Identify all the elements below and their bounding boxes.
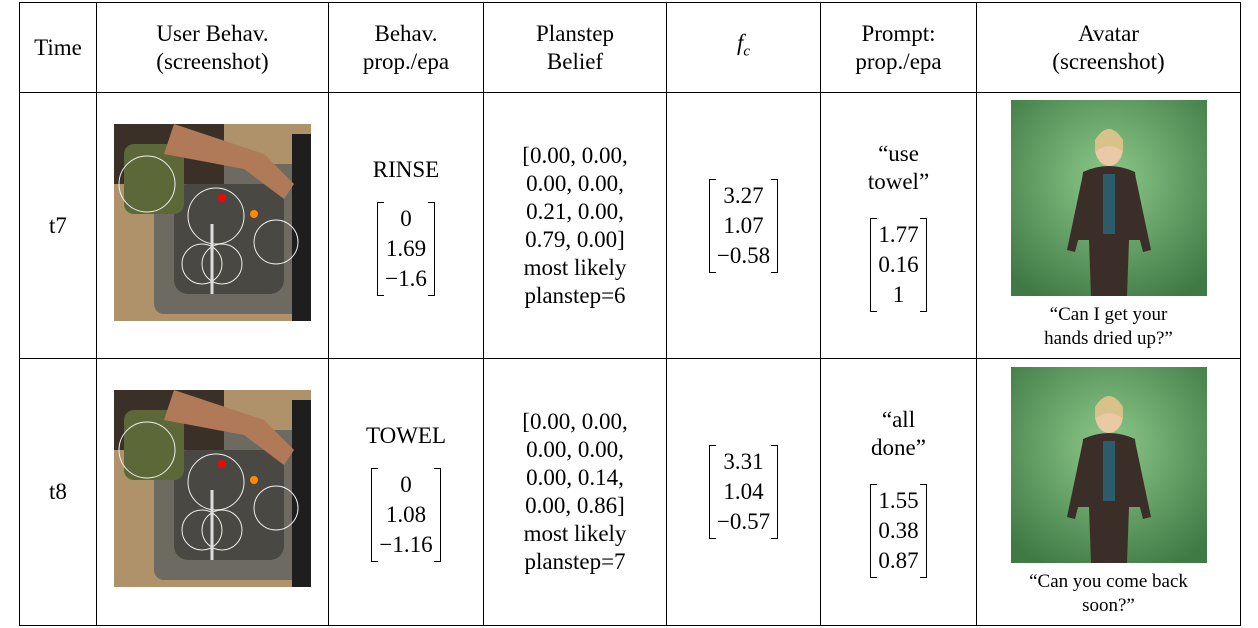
caption-line: hands dried up?”: [1044, 328, 1173, 349]
belief-text: 0.00, 0.86]: [525, 493, 625, 518]
header-subscript: c: [743, 43, 751, 60]
vector-entry: −1.16: [379, 532, 433, 557]
vector: 3.31 1.04 −0.57: [708, 445, 779, 539]
caption-line: “Can I get your: [1049, 304, 1168, 325]
table-cell: “all done” 1.55 0.38 0.87: [820, 358, 977, 626]
vector: 0 1.69 −1.6: [377, 201, 435, 296]
table-cell: t8: [19, 358, 97, 626]
prompt-text: “all done”: [821, 406, 976, 462]
vector-entry: 1: [892, 281, 905, 307]
header-text: Planstep: [536, 20, 614, 46]
header-cell: Planstep Belief: [483, 2, 667, 93]
header-text: Prompt:: [861, 20, 936, 46]
user-screenshot: [114, 390, 311, 587]
behavior-label: TOWEL: [365, 423, 447, 448]
vector-entry: 0.87: [878, 548, 919, 573]
table-row: t8 TOWEL 0 1.08 −1.16 [0.00, 0.00, 0.00, 0.00,…: [19, 358, 1241, 626]
header-text: prop./epa: [362, 48, 450, 74]
behavior-label: RINSE: [372, 156, 440, 182]
table-cell: 3.27 1.07 −0.58: [666, 92, 821, 359]
header-text: User Behav.: [156, 20, 269, 46]
vector-entry: −1.6: [385, 265, 427, 291]
vector-entry: −0.58: [716, 242, 771, 268]
table-cell: 3.31 1.04 −0.57: [666, 358, 821, 626]
header-text: Time: [34, 34, 82, 60]
belief-text: [0.00, 0.00,: [522, 409, 628, 434]
belief-text: 0.00, 0.00,: [526, 170, 624, 196]
avatar-screenshot: [1010, 366, 1207, 563]
vector-entry: 0.38: [878, 518, 919, 543]
prompt-line: done”: [871, 435, 926, 460]
results-table: Time User Behav. (screenshot) Behav. prop./e…: [19, 2, 1241, 626]
vector-entry: 1.55: [878, 488, 919, 513]
vector-entry: 1.04: [723, 479, 764, 504]
prompt-text: “use towel”: [821, 140, 976, 196]
vector: 1.77 0.16 1: [870, 217, 927, 312]
header-cell: User Behav. (screenshot): [96, 2, 329, 93]
table-cell: [96, 358, 329, 626]
caption-line: “Can you come back: [1029, 570, 1188, 592]
prompt-line: towel”: [867, 168, 930, 194]
table-cell: RINSE 0 1.69 −1.6: [328, 92, 484, 359]
table-cell: “Can I get your hands dried up?”: [976, 92, 1241, 359]
header-cell: Avatar (screenshot): [976, 2, 1241, 93]
vector-entry: 0.16: [878, 251, 919, 277]
time-label: t8: [49, 479, 67, 504]
header-symbol: f: [736, 30, 744, 56]
header-text: (screenshot): [156, 48, 269, 74]
header-row: Time User Behav. (screenshot) Behav. prop./e…: [19, 2, 1241, 93]
vector-entry: 0: [400, 205, 412, 231]
vector-entry: 3.27: [723, 182, 764, 208]
caption-line: soon?”: [1082, 594, 1135, 616]
vector-entry: 1.08: [385, 502, 427, 527]
header-text: Belief: [546, 48, 604, 74]
header-cell: Behav. prop./epa: [328, 2, 484, 93]
belief-text: planstep=7: [524, 549, 626, 574]
header-text: Behav.: [374, 20, 438, 46]
time-label: t7: [49, 212, 67, 238]
vector-entry: 1.69: [385, 235, 427, 261]
table-cell: TOWEL 0 1.08 −1.16: [328, 358, 484, 626]
belief-text: most likely: [523, 521, 627, 546]
table-cell: t7: [19, 92, 97, 359]
belief-text: [0.00, 0.00,: [522, 142, 628, 168]
table-cell: “use towel” 1.77 0.16 1: [820, 92, 977, 359]
prompt-line: “use: [878, 140, 919, 166]
table-cell: [0.00, 0.00, 0.00, 0.00, 0.21, 0.00, 0.79, …: [483, 92, 667, 359]
vector-entry: 3.31: [723, 449, 764, 474]
prompt-line: “all: [881, 407, 916, 432]
belief-text: 0.00, 0.00,: [526, 437, 624, 462]
vector-entry: 1.07: [723, 212, 764, 238]
belief-text: most likely: [523, 254, 627, 280]
header-cell: Prompt: prop./epa: [820, 2, 977, 93]
vector: 3.27 1.07 −0.58: [708, 178, 779, 273]
table-cell: [96, 92, 329, 359]
table-body: t7 RINSE 0 1.69 −1.6 [0.00, 0.00, 0.00, 0.00, 0…: [19, 92, 1241, 626]
belief-text: planstep=6: [524, 282, 626, 308]
vector: 0 1.08 −1.16: [371, 468, 441, 562]
belief-text: 0.00, 0.14,: [526, 465, 624, 490]
header-text: Avatar: [1078, 20, 1139, 46]
belief-text: 0.79, 0.00]: [525, 226, 625, 252]
header-text: prop./epa: [855, 48, 942, 74]
header-cell: Time: [19, 2, 97, 93]
belief-text: 0.21, 0.00,: [526, 198, 624, 224]
avatar-caption: “Can I get your hands dried up?”: [977, 303, 1240, 351]
vector-entry: 0: [400, 472, 412, 497]
table-cell: [0.00, 0.00, 0.00, 0.00, 0.00, 0.14, 0.00, …: [483, 358, 667, 626]
vector-entry: −0.57: [716, 509, 771, 534]
header-text: (screenshot): [1052, 48, 1165, 74]
vector: 1.55 0.38 0.87: [870, 484, 927, 578]
user-screenshot: [114, 123, 311, 321]
vector-entry: 1.77: [878, 221, 919, 247]
avatar-screenshot: [1010, 100, 1207, 296]
avatar-caption: “Can you come back soon?”: [977, 570, 1240, 618]
table-cell: “Can you come back soon?”: [976, 358, 1241, 626]
table-row: t7 RINSE 0 1.69 −1.6 [0.00, 0.00, 0.00, 0.00, 0…: [19, 92, 1241, 359]
header-cell: fc: [666, 2, 821, 93]
